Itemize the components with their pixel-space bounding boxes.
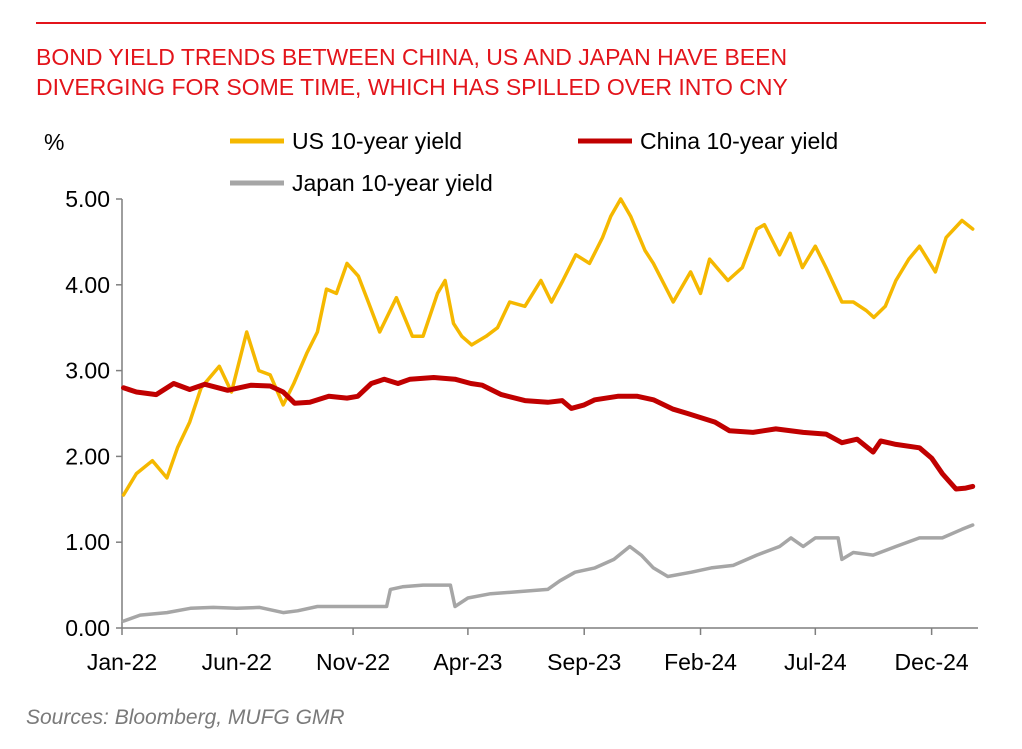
y-axis: 0.00 1.00 2.00 3.00 4.00 5.00: [65, 186, 123, 641]
y-axis-label: %: [44, 129, 64, 155]
x-tick-label: Jul-24: [784, 649, 847, 675]
chart-title-line-1: BOND YIELD TRENDS BETWEEN CHINA, US AND …: [36, 44, 788, 70]
x-tick-label: Feb-24: [664, 649, 737, 675]
chart-title-line-2: DIVERGING FOR SOME TIME, WHICH HAS SPILL…: [36, 74, 788, 100]
y-tick-label: 5.00: [65, 186, 110, 212]
x-tick-label: Apr-23: [433, 649, 502, 675]
series-layer: [121, 197, 976, 623]
series-line-us: [121, 197, 975, 497]
y-tick-label: 0.00: [65, 615, 110, 641]
x-axis: Jan-22 Jun-22 Nov-22 Apr-23 Sep-23 Feb-24 Jul-…: [87, 627, 978, 675]
series-line-china: [121, 375, 976, 492]
y-tick-label: 4.00: [65, 272, 110, 298]
series-line-japan: [121, 523, 975, 623]
legend-label-china: China 10-year yield: [640, 128, 838, 154]
y-tick-label: 2.00: [65, 443, 110, 469]
y-tick-label: 1.00: [65, 529, 110, 555]
y-tick-label: 3.00: [65, 358, 110, 384]
x-tick-label: Jun-22: [202, 649, 272, 675]
x-tick-label: Dec-24: [895, 649, 969, 675]
x-tick-label: Sep-23: [547, 649, 621, 675]
x-tick-label: Nov-22: [316, 649, 390, 675]
chart-title: BOND YIELD TRENDS BETWEEN CHINA, US AND …: [36, 42, 996, 102]
legend-label-japan: Japan 10-year yield: [292, 170, 493, 196]
legend: US 10-year yield China 10-year yield Jap…: [230, 128, 838, 196]
title-rule: [36, 22, 986, 24]
x-tick-label: Jan-22: [87, 649, 157, 675]
legend-label-us: US 10-year yield: [292, 128, 462, 154]
source-note: Sources: Bloomberg, MUFG GMR: [26, 706, 345, 729]
